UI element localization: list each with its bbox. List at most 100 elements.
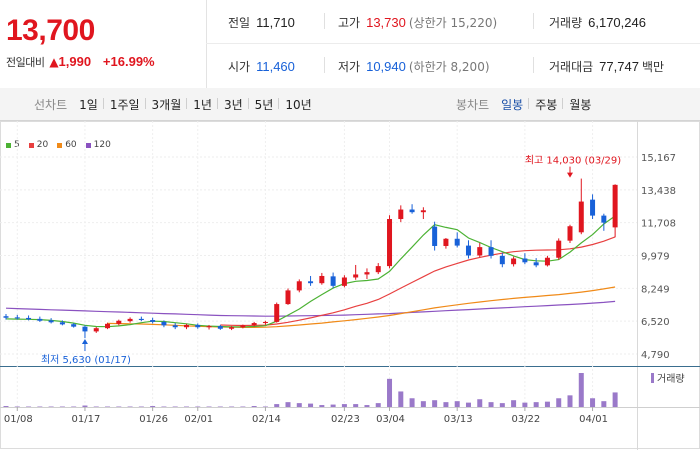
candle-body [432, 226, 438, 246]
volume-legend-swatch [651, 373, 654, 383]
ma5-line [5, 215, 616, 328]
tab-3m[interactable]: 3개월 [144, 96, 188, 113]
candle-body [398, 209, 404, 220]
candlestick-chart-svg[interactable]: 15,167 13,438 11,708 9,979 8,249 6,520 4,790 01… [0, 121, 700, 450]
volume-bar [477, 399, 483, 407]
tab-monthly[interactable]: 월봉 [562, 96, 597, 113]
candle-body [308, 281, 314, 284]
x-tick-label: 03/13 [444, 414, 473, 425]
candle-body [138, 318, 144, 321]
stat-high: 고가 13,730 (상한가 15,220) [338, 14, 497, 31]
tab-weekly[interactable]: 주봉 [528, 96, 563, 113]
stat-open: 시가 11,460 [228, 58, 295, 75]
ma120-line [5, 300, 616, 317]
y-tick-label: 8,249 [641, 284, 670, 295]
volume-bar [454, 401, 460, 407]
candle-body [578, 201, 584, 233]
x-tick-label: 02/01 [184, 414, 213, 425]
y-tick-label: 9,979 [641, 252, 670, 263]
volume-bar [432, 400, 438, 407]
candle-body [567, 226, 573, 241]
candle-body [82, 326, 88, 332]
legend-ma20: 20 [28, 140, 49, 150]
stat-volume: 거래량 6,170,246 [549, 14, 646, 31]
tab-1y[interactable]: 1년 [186, 96, 218, 113]
candle-body [262, 321, 268, 324]
volume-bar [274, 404, 280, 407]
candle-body [48, 320, 54, 323]
candle-body [116, 320, 122, 324]
stat-value: 11,460 [256, 59, 295, 74]
divider [533, 13, 534, 29]
volume-bar [3, 406, 9, 407]
candle-body [511, 258, 517, 265]
candle-body [341, 277, 347, 286]
stat-label: 저가 [338, 60, 361, 74]
volume-legend-label: 거래량 [657, 373, 685, 385]
high-arrow-head [567, 172, 573, 178]
divider [533, 57, 534, 73]
chart-tabs-bar: 선차트 1일 1주일 3개월 1년 3년 5년 10년 봉차트 일봉 주봉 월봉 [0, 88, 700, 121]
candle-body [183, 324, 189, 328]
volume-bar [488, 402, 494, 407]
x-tick-label: 01/26 [139, 414, 168, 425]
legend-swatch [28, 142, 34, 148]
volume-bar [590, 398, 596, 407]
quote-summary: 13,700 전일대비 ▲1,990 +16.99% 전일 11,710 고가 13… [0, 0, 700, 89]
volume-bar [364, 405, 370, 407]
candle-body [353, 274, 359, 278]
volume-bar [353, 404, 359, 407]
stat-label: 거래대금 [549, 60, 594, 74]
volume-bar [556, 398, 562, 407]
tab-10y[interactable]: 10년 [278, 96, 317, 113]
volume-bar [341, 404, 347, 407]
change-percent: +16.99% [102, 54, 155, 69]
low-annotation: 최저 5,630 (01/17) [41, 354, 131, 366]
stat-label: 시가 [228, 60, 251, 74]
candle-body [127, 318, 133, 322]
y-tick-label: 6,520 [641, 317, 670, 328]
x-tick-label: 03/22 [511, 414, 540, 425]
candle-body [206, 326, 212, 328]
volume-bar [387, 378, 393, 407]
x-tick-label: 03/04 [376, 414, 405, 425]
ma60-line [107, 286, 616, 328]
change-amount: 1,990 [58, 54, 92, 69]
ma20-line [220, 236, 616, 327]
volume-bar [82, 405, 88, 407]
stat-label: 전일 [228, 16, 251, 30]
candle-chart-tabs: 봉차트 일봉 주봉 월봉 [456, 88, 597, 120]
candle-chart-title: 봉차트 [456, 97, 490, 112]
tab-3y[interactable]: 3년 [216, 96, 249, 113]
legend-label: 120 [93, 140, 111, 150]
x-tick-label: 02/23 [331, 414, 360, 425]
high-annotation: 최고 14,030 (03/29) [525, 155, 621, 167]
candle-body [229, 327, 235, 329]
up-arrow-icon: ▲ [49, 55, 59, 69]
legend-swatch [57, 142, 63, 148]
volume-bar [443, 402, 449, 407]
price-chart[interactable]: 15,167 13,438 11,708 9,979 8,249 6,520 4,790 01… [0, 121, 700, 450]
legend-label: 20 [36, 140, 49, 150]
lower-limit: (하한가 8,200) [408, 60, 490, 74]
tab-daily[interactable]: 일봉 [501, 97, 524, 112]
candle-body [420, 210, 426, 213]
low-arrow-head [81, 339, 88, 345]
volume-bar [544, 401, 550, 407]
y-tick-label: 13,438 [641, 186, 676, 197]
candle-body [285, 290, 291, 305]
volume-bar [420, 401, 426, 407]
tab-1d[interactable]: 1일 [79, 97, 98, 112]
candle-body [443, 238, 449, 246]
volume-bar [578, 373, 584, 407]
candle-body [217, 326, 223, 329]
tab-1w[interactable]: 1주일 [102, 96, 146, 113]
candle-body [319, 275, 325, 284]
legend-ma120: 120 [85, 140, 111, 150]
volume-bar [533, 402, 539, 407]
legend-swatch [85, 142, 91, 148]
candle-body [465, 245, 471, 256]
tab-5y[interactable]: 5년 [247, 96, 280, 113]
candle-body [477, 247, 483, 256]
